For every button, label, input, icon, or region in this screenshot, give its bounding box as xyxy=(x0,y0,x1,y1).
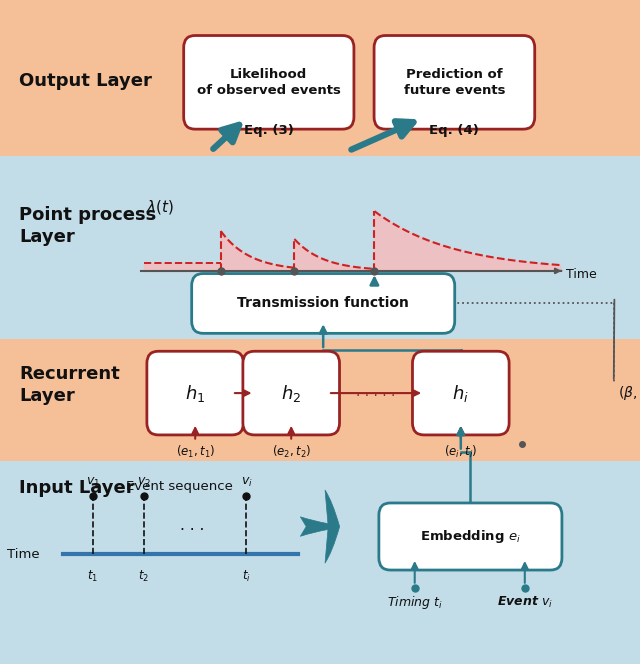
Text: $t_2$: $t_2$ xyxy=(138,569,150,584)
FancyBboxPatch shape xyxy=(184,35,354,129)
Text: Eq. (4): Eq. (4) xyxy=(429,124,479,137)
FancyBboxPatch shape xyxy=(374,35,534,129)
FancyBboxPatch shape xyxy=(192,274,454,333)
FancyBboxPatch shape xyxy=(379,503,562,570)
Text: $(e_1, t_1)$: $(e_1, t_1)$ xyxy=(175,444,215,460)
Text: $h_i$: $h_i$ xyxy=(452,382,469,404)
Text: Time: Time xyxy=(7,548,40,561)
Text: $h_1$: $h_1$ xyxy=(185,382,205,404)
Text: $t_2$: $t_2$ xyxy=(289,291,300,306)
Text: Event sequence: Event sequence xyxy=(126,479,232,493)
Bar xyxy=(0,156,640,339)
Text: $v_1$: $v_1$ xyxy=(86,476,100,489)
Text: $\lambda(t)$: $\lambda(t)$ xyxy=(146,198,174,216)
Bar xyxy=(0,0,640,156)
Text: $h_2$: $h_2$ xyxy=(281,382,301,404)
Text: Likelihood
of observed events: Likelihood of observed events xyxy=(197,68,340,97)
Text: . . .: . . . xyxy=(180,519,204,533)
Text: $(e_2, t_2)$: $(e_2, t_2)$ xyxy=(271,444,311,460)
Text: . . . . .: . . . . . xyxy=(356,384,396,399)
Text: Timing $t_i$: Timing $t_i$ xyxy=(387,594,443,612)
Text: $v_i$: $v_i$ xyxy=(241,476,252,489)
Text: Transmission function: Transmission function xyxy=(237,296,409,311)
FancyBboxPatch shape xyxy=(243,351,339,435)
Text: Event $v_i$: Event $v_i$ xyxy=(497,596,553,610)
Text: Output Layer: Output Layer xyxy=(19,72,152,90)
FancyBboxPatch shape xyxy=(412,351,509,435)
Text: Recurrent
Layer: Recurrent Layer xyxy=(19,365,120,405)
Text: $v_2$: $v_2$ xyxy=(137,476,151,489)
Text: Time: Time xyxy=(566,268,597,281)
Text: $(e_i, t_i)$: $(e_i, t_i)$ xyxy=(444,444,477,460)
Bar xyxy=(0,339,640,461)
Text: Eq. (3): Eq. (3) xyxy=(244,124,294,137)
Text: $t_1$: $t_1$ xyxy=(214,291,227,306)
Text: $(\beta, \alpha)$: $(\beta, \alpha)$ xyxy=(618,384,640,402)
Bar xyxy=(0,461,640,664)
Text: Point process
Layer: Point process Layer xyxy=(19,206,156,246)
Text: Embedding $e_i$: Embedding $e_i$ xyxy=(420,528,521,545)
Text: Input Layer: Input Layer xyxy=(19,479,135,497)
Text: $t_i$: $t_i$ xyxy=(369,291,380,306)
Text: $t_1$: $t_1$ xyxy=(87,569,99,584)
Text: Prediction of
future events: Prediction of future events xyxy=(404,68,505,97)
FancyBboxPatch shape xyxy=(147,351,244,435)
Text: $t_i$: $t_i$ xyxy=(242,569,251,584)
